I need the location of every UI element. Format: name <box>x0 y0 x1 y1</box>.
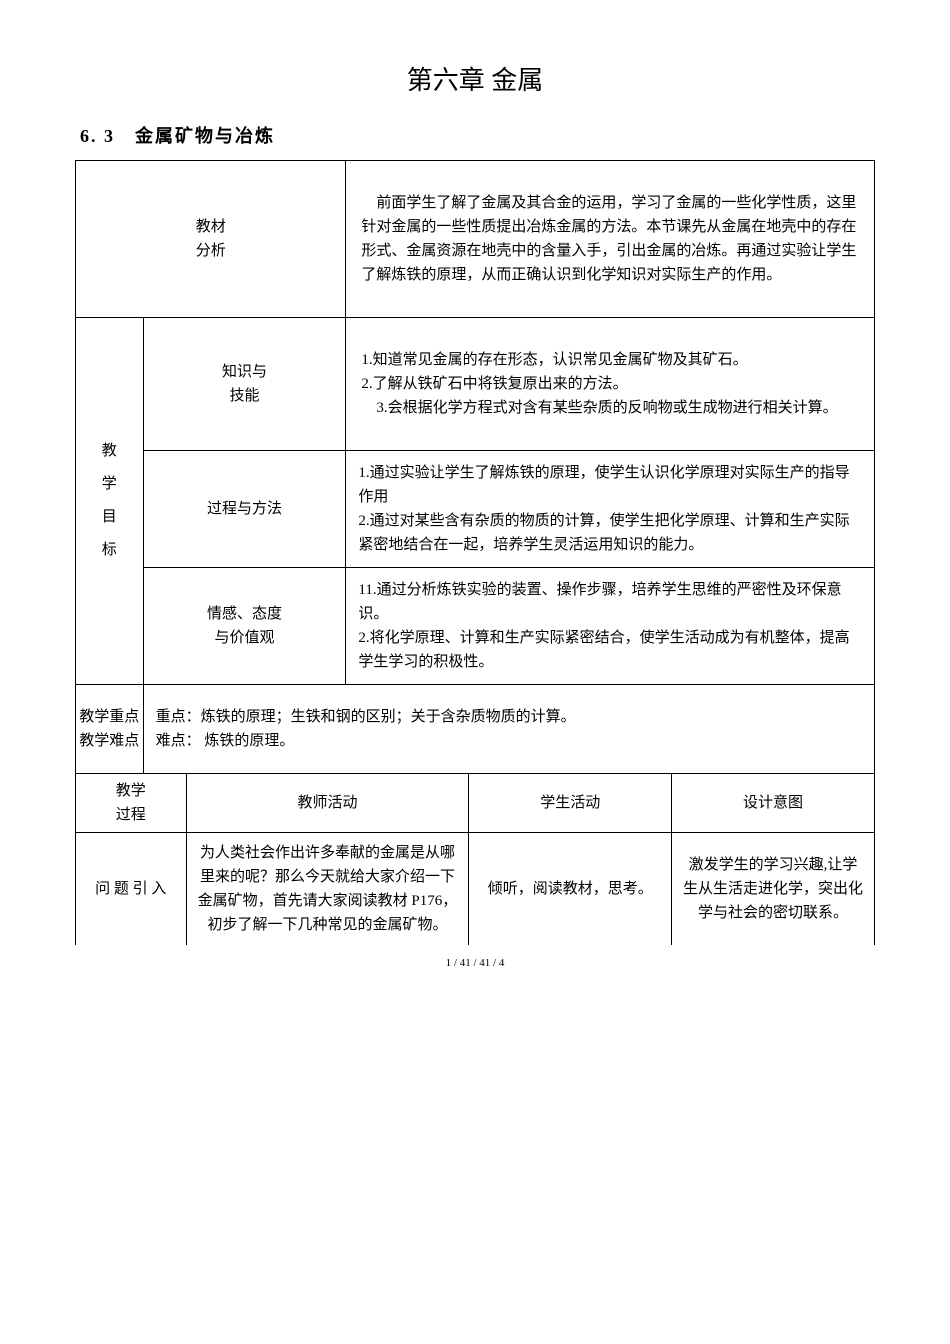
keypoint-label: 教学重点 教学难点 <box>76 685 144 774</box>
student-activity-header: 学生活动 <box>469 774 672 833</box>
teacher-activity: 为人类社会作出许多奉献的金属是从哪里来的呢？那么今天就给大家介绍一下金属矿物，首… <box>186 833 469 946</box>
material-analysis-content: 前面学生了解了金属及其合金的运用，学习了金属的一些化学性质，这里针对金属的一些性… <box>346 161 875 318</box>
student-activity: 倾听，阅读教材，思考。 <box>469 833 672 946</box>
process-method-label: 过程与方法 <box>143 451 346 568</box>
lesson-plan-table: 教材 分析 前面学生了解了金属及其合金的运用，学习了金属的一些化学性质，这里针对… <box>75 160 875 945</box>
keypoint-content: 重点：炼铁的原理；生铁和钢的区别；关于含杂质物质的计算。 难点： 炼铁的原理。 <box>143 685 874 774</box>
attitude-value-label: 情感、态度 与价值观 <box>143 568 346 685</box>
knowledge-skill-content: 1.知道常见金属的存在形态，认识常见金属矿物及其矿石。 2.了解从铁矿石中将铁复… <box>346 318 875 451</box>
section-title: 6. 3 金属矿物与冶炼 <box>75 122 875 151</box>
knowledge-skill-label: 知识与 技能 <box>143 318 346 451</box>
teacher-activity-header: 教师活动 <box>186 774 469 833</box>
design-intent-header: 设计意图 <box>672 774 875 833</box>
chapter-title: 第六章 金属 <box>75 60 875 102</box>
stage-label: 问 题 引 入 <box>76 833 187 946</box>
process-method-content: 1.通过实验让学生了解炼铁的原理，使学生认识化学原理对实际生产的指导作用 2.通… <box>346 451 875 568</box>
objectives-header: 教学目标 <box>76 318 144 685</box>
process-header: 教学 过程 <box>76 774 187 833</box>
page-footer: 1 / 41 / 41 / 4 <box>75 955 875 973</box>
material-analysis-label: 教材 分析 <box>76 161 346 318</box>
design-intent: 激发学生的学习兴趣,让学生从生活走进化学，突出化学与社会的密切联系。 <box>672 833 875 946</box>
attitude-value-content: 11.通过分析炼铁实验的装置、操作步骤，培养学生思维的严密性及环保意识。 2.将… <box>346 568 875 685</box>
